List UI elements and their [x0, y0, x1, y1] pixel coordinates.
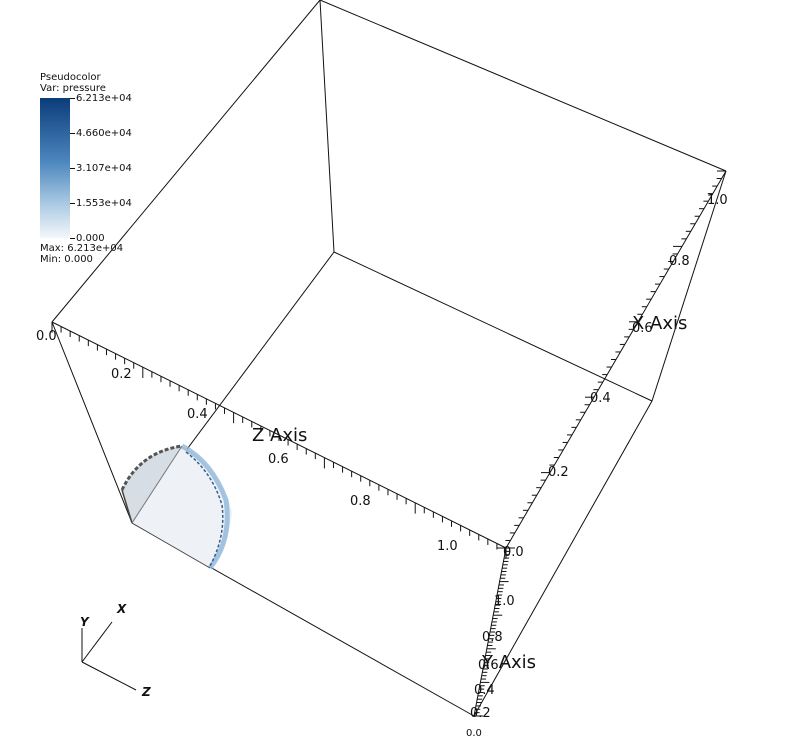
legend-tick [70, 133, 75, 134]
z-axis-ticks [51, 322, 507, 559]
y-tick-label: 0.4 [474, 683, 495, 698]
y-axis-labels: 0.0 0.2 0.4 0.6 0.8 1.0 Y Axis [466, 594, 536, 738]
x-tick-label: 0.4 [590, 391, 611, 406]
legend-max: Max: 6.213e+04 [40, 243, 124, 254]
x-tick-label: 0.0 [503, 545, 524, 560]
x-axis-ticks [497, 170, 726, 549]
z-tick-label: 0.0 [36, 329, 57, 344]
x-tick-label: 1.0 [707, 193, 728, 208]
legend-label: 0.000 [76, 233, 105, 244]
bounding-box [51, 0, 727, 717]
triad-y-label: Y [80, 615, 90, 629]
z-tick-label: 0.8 [350, 494, 371, 509]
triad-x-label: X [116, 602, 127, 616]
legend-label: 3.107e+04 [76, 163, 132, 174]
legend-variable: Var: pressure [40, 83, 106, 94]
legend-tick [70, 238, 75, 239]
x-tick-label: 0.2 [548, 465, 569, 480]
x-axis-labels: 0.0 0.2 0.4 0.6 0.8 1.0 X Axis [503, 193, 728, 560]
legend-min: Min: 0.000 [40, 254, 93, 265]
z-tick-label: 0.4 [187, 407, 208, 422]
y-tick-label: 0.2 [470, 706, 491, 721]
legend-label: 4.660e+04 [76, 128, 132, 139]
y-axis-ticks [474, 547, 515, 717]
y-tick-label: 0.8 [482, 630, 503, 645]
legend-tick [70, 203, 75, 204]
z-tick-label: 0.6 [268, 452, 289, 467]
y-tick-label: 0.0 [466, 728, 482, 738]
x-tick-label: 0.8 [669, 254, 690, 269]
triad-z-label: Z [141, 685, 151, 699]
y-tick-label: 1.0 [494, 594, 515, 609]
x-tick-label: 0.6 [632, 321, 653, 336]
legend-tick [70, 168, 75, 169]
legend-tick [70, 98, 75, 99]
z-tick-label: 0.2 [111, 367, 132, 382]
z-axis-labels: 0.0 0.2 0.4 0.6 0.8 1.0 Z Axis [36, 329, 458, 554]
pressure-surface [120, 443, 232, 570]
legend-label: 6.213e+04 [76, 93, 132, 104]
orientation-triad: Y X Z [80, 602, 151, 699]
legend-colorbar [40, 98, 70, 238]
legend-label: 1.553e+04 [76, 198, 132, 209]
z-tick-label: 1.0 [437, 539, 458, 554]
y-tick-label: 0.6 [478, 658, 499, 673]
z-axis-title: Z Axis [252, 425, 307, 446]
x-axis-title: X Axis [632, 313, 687, 334]
y-axis-title: Y Axis [481, 652, 536, 673]
legend-title: Pseudocolor [40, 72, 101, 83]
